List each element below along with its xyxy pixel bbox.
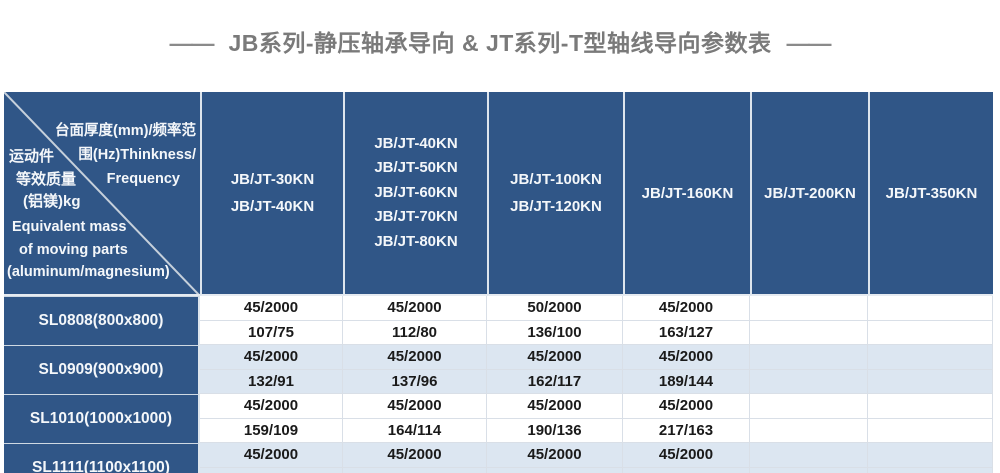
table-cell: 164/114 bbox=[343, 418, 487, 443]
table-cell: 219/156 bbox=[487, 467, 623, 473]
table-cell: 45/2000 bbox=[487, 394, 623, 419]
table-cell: 137/96 bbox=[343, 369, 487, 394]
column-header-line: JB/JT-160KN bbox=[641, 184, 734, 202]
corner-thickness-line: Frequency bbox=[106, 171, 180, 187]
corner-mass-line: (铝镁)kg bbox=[23, 193, 81, 210]
table-cell: 136/100 bbox=[487, 320, 623, 345]
table-cell: 190/136 bbox=[487, 418, 623, 443]
diagonal-divider-line bbox=[4, 92, 200, 294]
row-label-sl1010: SL1010(1000x1000) bbox=[4, 394, 200, 443]
table-cell: 162/117 bbox=[487, 369, 623, 394]
corner-mass-line: 运动件 bbox=[9, 148, 55, 165]
column-header-line: JB/JT-50KN bbox=[374, 159, 458, 177]
table-cell: 132/91 bbox=[200, 369, 343, 394]
table-cell bbox=[868, 320, 993, 345]
table-cell bbox=[868, 394, 993, 419]
corner-thickness-frequency-label: 台面厚度(mm)/频率范 围(Hz)Thinkness/ Frequency bbox=[55, 119, 196, 191]
row-label-sl0808: SL0808(800x800) bbox=[4, 296, 200, 345]
table-cell: 45/2000 bbox=[343, 443, 487, 468]
corner-thickness-line: 台面厚度(mm)/频率范 bbox=[55, 123, 196, 139]
table-cell: 45/2000 bbox=[487, 345, 623, 370]
table-cell: 45/2000 bbox=[487, 443, 623, 468]
table-cell: 45/2000 bbox=[343, 394, 487, 419]
table-cell bbox=[750, 467, 868, 473]
column-header-30-40kn: JB/JT-30KN JB/JT-40KN bbox=[200, 92, 343, 296]
table-cell: 45/2000 bbox=[623, 443, 750, 468]
row-label-sl0909: SL0909(900x900) bbox=[4, 345, 200, 394]
table-cell bbox=[750, 394, 868, 419]
table-cell: 217/163 bbox=[623, 418, 750, 443]
column-header-line: JB/JT-30KN bbox=[230, 171, 315, 188]
table-cell: 45/2000 bbox=[623, 345, 750, 370]
table-cell: 45/2000 bbox=[200, 443, 343, 468]
column-header-line: JB/JT-70KN bbox=[374, 208, 458, 226]
table-cell: 189/144 bbox=[623, 369, 750, 394]
table-cell: 45/2000 bbox=[343, 296, 487, 321]
table-cell: 45/2000 bbox=[623, 394, 750, 419]
column-header-line: JB/JT-60KN bbox=[374, 183, 458, 201]
column-header-100-120kn: JB/JT-100KN JB/JT-120KN bbox=[487, 92, 623, 296]
column-header-40-80kn: JB/JT-40KN JB/JT-50KN JB/JT-60KN JB/JT-7… bbox=[343, 92, 487, 296]
row-label-sl1111: SL1111(1100x1100) bbox=[4, 443, 200, 473]
table-cell bbox=[750, 443, 868, 468]
corner-mass-line: (aluminum/magnesium) bbox=[7, 264, 170, 280]
table-cell: 45/2000 bbox=[343, 345, 487, 370]
table-cell bbox=[750, 418, 868, 443]
table-cell: 159/109 bbox=[200, 418, 343, 443]
table-cell bbox=[750, 296, 868, 321]
parameter-table: 台面厚度(mm)/频率范 围(Hz)Thinkness/ Frequency 运… bbox=[4, 92, 993, 473]
table-cell: 193/134 bbox=[343, 467, 487, 473]
corner-thickness-line: 围(Hz)Thinkness/ bbox=[78, 147, 196, 163]
table-cell: 45/2000 bbox=[200, 296, 343, 321]
corner-mass-label-cn: 运动件 等效质量 (铝镁)kg bbox=[9, 146, 81, 214]
table-cell bbox=[868, 418, 993, 443]
column-header-line: JB/JT-200KN bbox=[764, 184, 856, 202]
column-header-200kn: JB/JT-200KN bbox=[750, 92, 868, 296]
column-header-line: JB/JT-100KN bbox=[510, 171, 602, 188]
table-cell bbox=[750, 320, 868, 345]
column-header-line: JB/JT-80KN bbox=[374, 232, 458, 250]
table-cell bbox=[868, 467, 993, 473]
title-dash-left: —— bbox=[169, 30, 215, 56]
table-cell bbox=[868, 296, 993, 321]
column-header-line: JB/JT-120KN bbox=[510, 198, 602, 215]
column-header-line: JB/JT-350KN bbox=[885, 184, 978, 202]
column-header-350kn: JB/JT-350KN bbox=[868, 92, 993, 296]
corner-mass-line: of moving parts bbox=[19, 241, 128, 258]
table-cell: 45/2000 bbox=[200, 345, 343, 370]
page-title: —— JB系列-静压轴承导向 & JT系列-T型轴线导向参数表 —— bbox=[0, 24, 1000, 58]
column-header-line: JB/JT-40KN bbox=[230, 198, 315, 215]
corner-mass-label-en: Equivalent mass of moving parts (aluminu… bbox=[7, 216, 170, 284]
table-cell: 50/2000 bbox=[487, 296, 623, 321]
title-dash-right: —— bbox=[786, 30, 832, 56]
column-header-160kn: JB/JT-160KN bbox=[623, 92, 750, 296]
table-cell: 45/2000 bbox=[200, 394, 343, 419]
corner-header-cell: 台面厚度(mm)/频率范 围(Hz)Thinkness/ Frequency 运… bbox=[4, 92, 200, 296]
table-cell: 45/2000 bbox=[623, 296, 750, 321]
table-cell bbox=[868, 369, 993, 394]
column-header-line: JB/JT-40KN bbox=[374, 134, 458, 152]
corner-mass-line: Equivalent mass bbox=[12, 219, 127, 235]
table-cell bbox=[750, 369, 868, 394]
table-cell: 112/80 bbox=[343, 320, 487, 345]
table-cell: 188/129 bbox=[200, 467, 343, 473]
table-cell: 163/127 bbox=[623, 320, 750, 345]
table-cell bbox=[750, 345, 868, 370]
table-cell: 246/183 bbox=[623, 467, 750, 473]
table-cell: 107/75 bbox=[200, 320, 343, 345]
page-title-text: JB系列-静压轴承导向 & JT系列-T型轴线导向参数表 bbox=[228, 30, 772, 56]
table-cell bbox=[868, 443, 993, 468]
corner-mass-line: 等效质量 bbox=[16, 170, 77, 188]
table-cell bbox=[868, 345, 993, 370]
